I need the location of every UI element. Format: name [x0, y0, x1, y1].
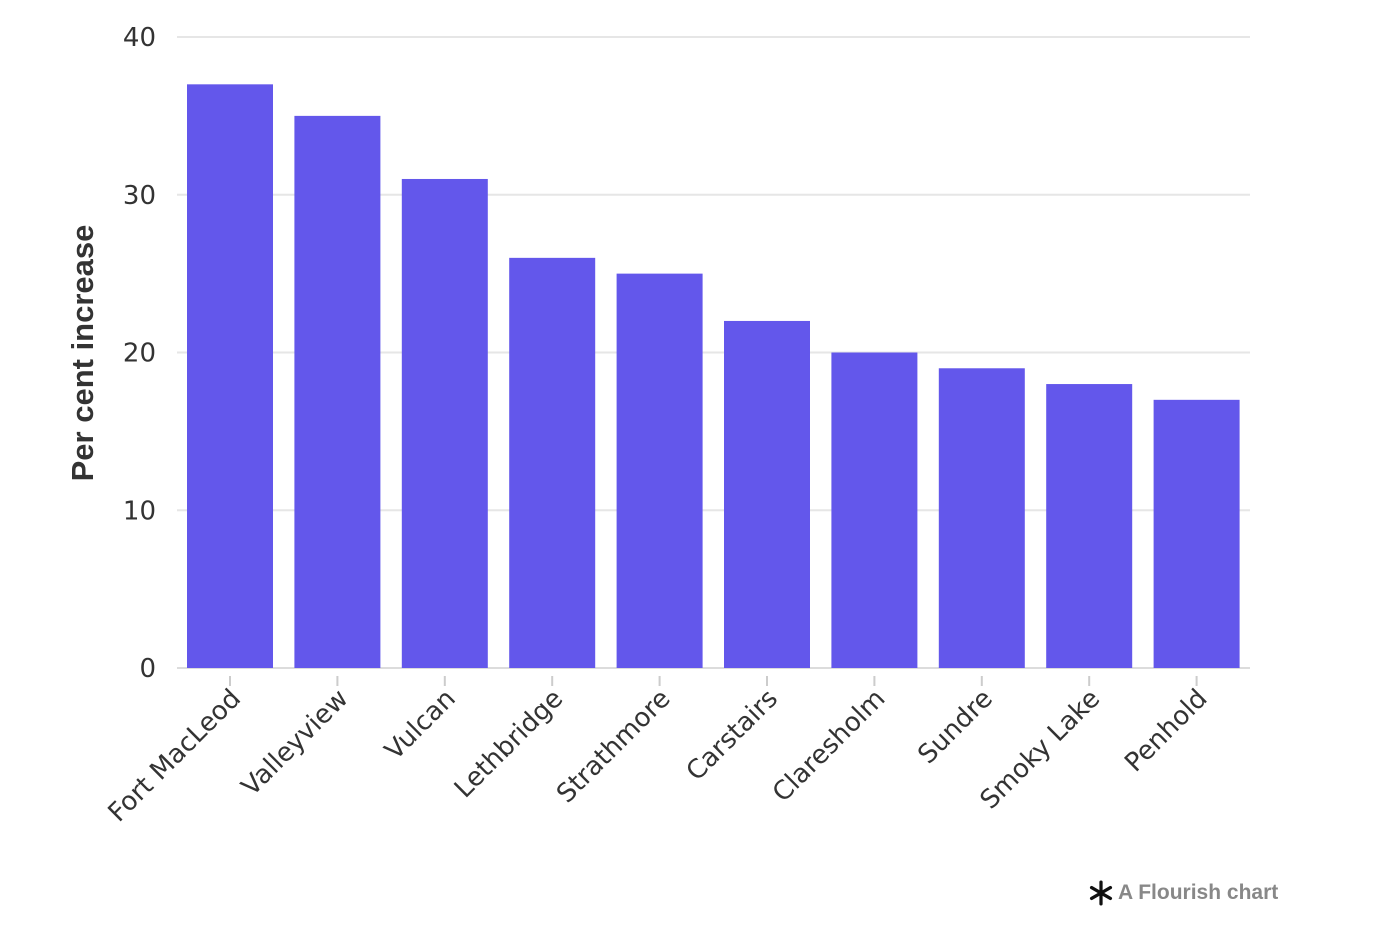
- bar[interactable]: [616, 273, 703, 668]
- y-tick-label: 20: [123, 339, 156, 369]
- bar[interactable]: [294, 115, 381, 668]
- y-axis-title: Per cent increase: [65, 225, 100, 482]
- x-tick-label: Carstairs: [681, 684, 784, 787]
- bar[interactable]: [1046, 384, 1133, 668]
- y-tick-label: 30: [123, 181, 156, 211]
- bar[interactable]: [1153, 399, 1240, 668]
- x-tick-label: Sundre: [912, 684, 998, 770]
- bar[interactable]: [509, 257, 596, 668]
- x-tick-label: Valleyview: [236, 684, 354, 802]
- x-tick-label: Vulcan: [379, 684, 461, 766]
- bar[interactable]: [831, 352, 918, 669]
- y-tick-label: 40: [123, 23, 156, 53]
- y-axis-ticks: 0 10 20 30 40: [123, 23, 156, 684]
- x-tick-label: Claresholm: [767, 684, 891, 808]
- x-tick-label: Strathmore: [551, 684, 676, 809]
- x-tick-label: Fort MacLeod: [103, 684, 247, 828]
- flourish-credit[interactable]: A Flourish chart: [1088, 880, 1278, 906]
- bar[interactable]: [401, 178, 488, 668]
- x-tick-label: Lethbridge: [449, 684, 569, 804]
- bars: [187, 84, 1240, 668]
- x-tick-label: Penhold: [1119, 684, 1213, 778]
- flourish-asterisk-icon: [1089, 880, 1113, 906]
- y-tick-label: 10: [123, 496, 156, 526]
- bar[interactable]: [938, 368, 1025, 668]
- y-tick-label: 0: [139, 654, 156, 684]
- bar[interactable]: [187, 84, 273, 668]
- credit-text: A Flourish chart: [1118, 881, 1279, 904]
- bar[interactable]: [724, 320, 810, 668]
